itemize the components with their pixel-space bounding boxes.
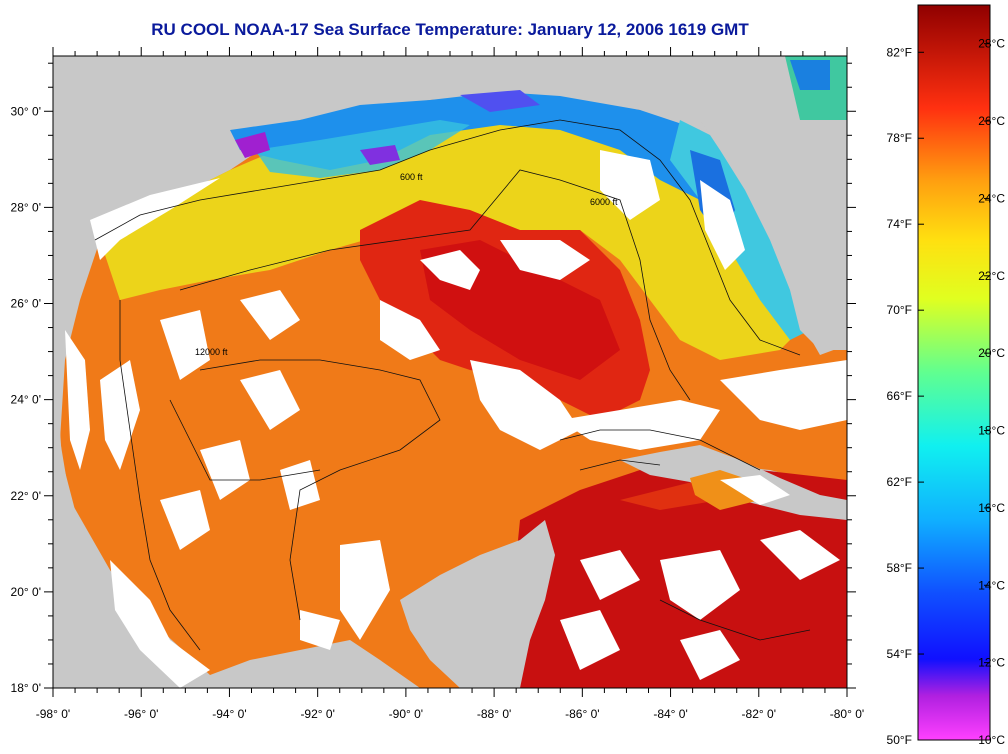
x-axis: -98° 0' -96° 0' -94° 0' -92° 0' -90° 0' -88° … [36,47,864,721]
x-tick-label: -88° 0' [477,707,511,721]
colorbar-f-label: 50°F [887,733,912,747]
colorbar-c-label: 22°C [978,269,1005,283]
mexico-land [53,260,200,688]
y-tick-label: 26° 0' [11,297,41,311]
colorbar-f-label: 54°F [887,647,912,661]
colorbar-f-label: 82°F [887,45,912,59]
x-tick-label: -96° 0' [124,707,158,721]
x-tick-label: -94° 0' [212,707,246,721]
colorbar-f-label: 62°F [887,475,912,489]
x-tick-label: -82° 0' [742,707,776,721]
us-gulf-coast [53,56,740,300]
cold-teal [255,120,470,178]
y-tick-label: 24° 0' [11,393,41,407]
contour-label: 600 ft [400,172,423,182]
bathymetry-contours [94,119,811,651]
colorbar-c-label: 12°C [978,656,1005,670]
y-tick-label: 18° 0' [11,681,41,695]
colorbar-f-label: 78°F [887,131,912,145]
y-tick-label: 28° 0' [11,200,41,214]
colorbar-ticks: 28°C 26°C 24°C 22°C 20°C 18°C 16°C 14°C 12°C 10°C… [887,37,1006,747]
colorbar-c-label: 18°C [978,424,1005,438]
colorbar-f-label: 74°F [887,217,912,231]
x-tick-label: -90° 0' [389,707,423,721]
x-tick-label: -80° 0' [830,707,864,721]
colorbar-c-label: 16°C [978,501,1005,515]
contour-label: 12000 ft [195,347,228,357]
x-tick-label: -86° 0' [565,707,599,721]
contour-label: 6000 ft [590,197,618,207]
colorbar-f-label: 58°F [887,561,912,575]
yucatan-land [400,520,555,688]
colorbar-c-label: 26°C [978,114,1005,128]
florida [700,56,847,350]
x-tick-label: -84° 0' [653,707,687,721]
colorbar-f-label: 66°F [887,389,912,403]
y-axis: 30° 0' 28° 0' 26° 0' 24° 0' 22° 0' 20° 0' 18° … [11,62,856,695]
cold-nearshore [230,92,720,200]
colorbar-c-label: 24°C [978,191,1005,205]
map-title: RU COOL NOAA-17 Sea Surface Temperature:… [151,20,749,39]
colorbar-c-label: 14°C [978,578,1005,592]
map-plot-area [53,56,847,688]
y-tick-label: 30° 0' [11,104,41,118]
x-tick-label: -98° 0' [36,707,70,721]
colorbar-c-label: 20°C [978,346,1005,360]
colorbar-c-label: 28°C [978,37,1005,51]
colorbar-f-label: 70°F [887,303,912,317]
y-tick-label: 22° 0' [11,489,41,503]
x-tick-label: -92° 0' [300,707,334,721]
y-tick-label: 20° 0' [11,585,41,599]
cloud-cover [65,150,847,688]
colorbar-c-label: 10°C [978,733,1005,747]
colorbar [917,4,991,741]
